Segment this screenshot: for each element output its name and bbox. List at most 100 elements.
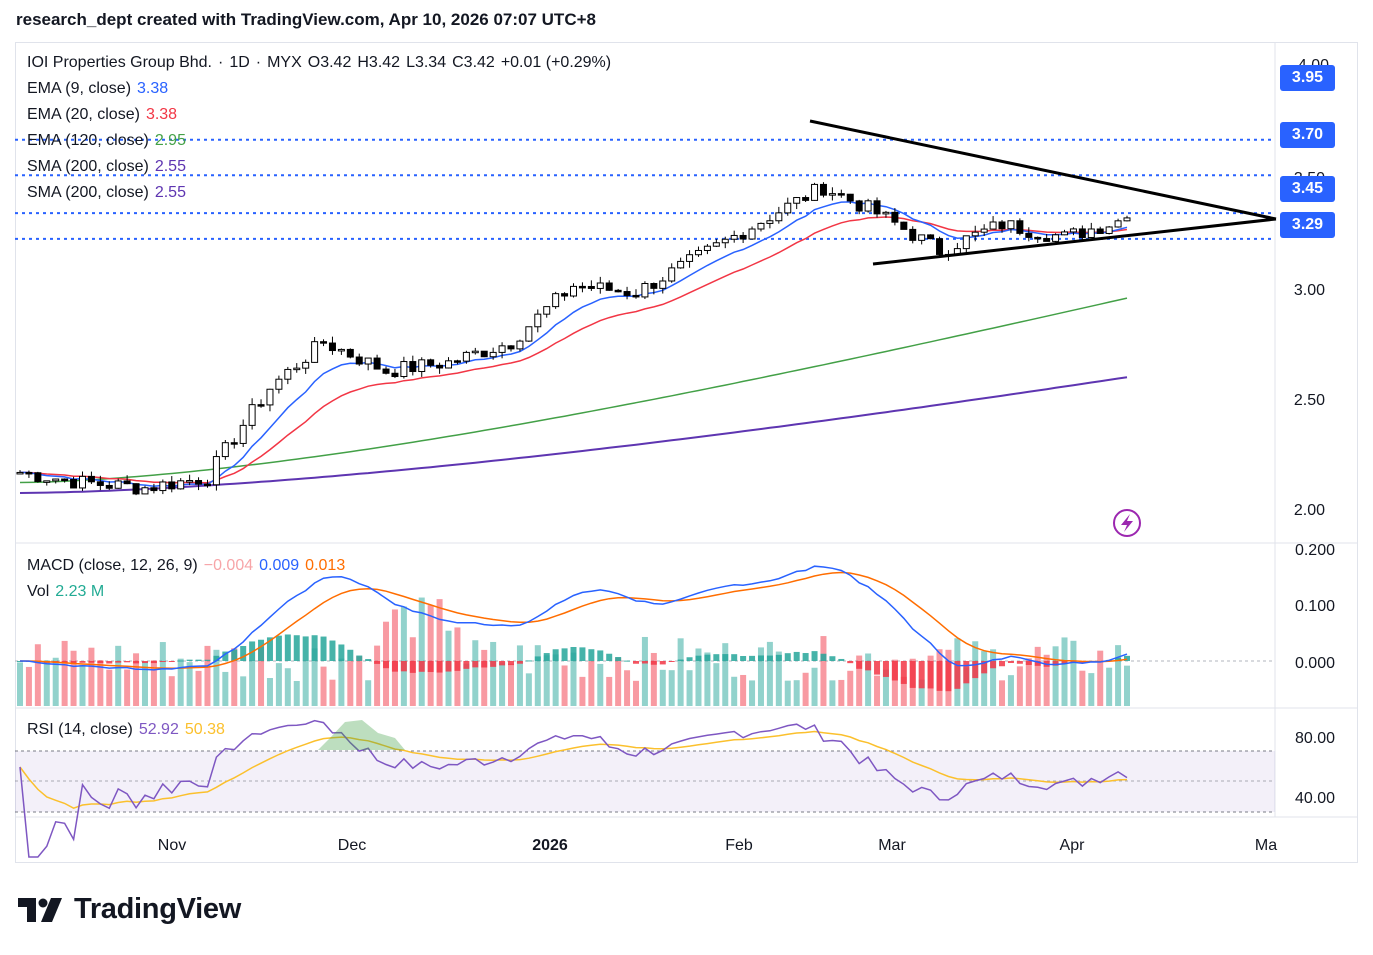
macd-histogram-bar xyxy=(1034,661,1041,666)
volume-bar xyxy=(918,679,925,706)
candle-body xyxy=(275,378,283,390)
candle-body xyxy=(1025,232,1033,238)
indicator-legend-sma200-2[interactable]: SMA (200, close) 2.55 xyxy=(27,184,192,202)
macd-histogram-bar xyxy=(1061,661,1068,665)
volume-bar xyxy=(829,680,836,706)
candle-body xyxy=(1069,228,1077,233)
indicator-legend-ema9[interactable]: EMA (9, close) 3.38 xyxy=(27,80,174,98)
candle-body xyxy=(855,200,863,212)
macd-histogram-bar xyxy=(320,636,327,661)
indicator-value: 2.55 xyxy=(154,184,186,201)
volume-bar xyxy=(865,653,872,706)
macd-signal-line xyxy=(20,571,1128,669)
ohlc-change: +0.01 (+0.29%) xyxy=(500,54,612,71)
candle-body xyxy=(43,480,51,483)
macd-histogram-bar xyxy=(258,639,265,661)
volume-bar xyxy=(159,642,166,706)
macd-histogram-bar xyxy=(61,661,68,663)
volume-bar xyxy=(704,652,711,706)
candle-body xyxy=(1034,236,1042,240)
volume-bar xyxy=(1007,675,1014,706)
volume-bar xyxy=(561,665,568,706)
macd-histogram-bar xyxy=(731,654,738,661)
candle-body xyxy=(980,228,988,233)
indicator-label: SMA (200, close) xyxy=(27,184,149,201)
candle-body xyxy=(141,487,149,495)
rsi-legend[interactable]: RSI (14, close) 52.92 50.38 xyxy=(27,721,231,739)
rsi-line xyxy=(19,719,1128,858)
candle-body xyxy=(891,211,899,223)
volume-bar xyxy=(25,666,32,706)
rsi-ma-line xyxy=(19,730,1128,810)
volume-bar xyxy=(1016,666,1023,706)
volume-bar xyxy=(463,663,470,706)
macd-histogram-bar xyxy=(981,661,988,674)
candle-body xyxy=(936,238,944,255)
volume-bar xyxy=(749,680,756,706)
macd-histogram-bar xyxy=(1016,661,1023,664)
candle-body xyxy=(730,234,738,240)
sma200-line xyxy=(19,376,1128,494)
macd-histogram-bar xyxy=(722,654,729,661)
tradingview-logo[interactable]: TradingView xyxy=(18,893,241,926)
macd-histogram-bar xyxy=(820,653,827,661)
tradingview-logo-icon xyxy=(18,897,62,922)
candle-body xyxy=(1105,226,1113,234)
candle-body xyxy=(712,242,720,247)
macd-histogram-bar xyxy=(999,661,1006,667)
macd-histogram-bar xyxy=(275,635,282,661)
candle-body xyxy=(150,487,158,492)
volume-bar xyxy=(686,670,693,706)
candle-body xyxy=(570,285,577,297)
macd-histogram-bar xyxy=(338,644,345,661)
candle-body xyxy=(605,282,613,291)
price-tick: 3.00 xyxy=(1294,282,1325,299)
ohlc-close: C3.42 xyxy=(452,54,495,71)
triangle-upper-trendline xyxy=(809,119,1277,221)
candle-body xyxy=(1114,220,1122,228)
candle-body xyxy=(668,267,676,282)
indicator-legend-sma200[interactable]: SMA (200, close) 2.55 xyxy=(27,158,192,176)
lightning-icon[interactable] xyxy=(1113,509,1141,537)
macd-legend[interactable]: MACD (close, 12, 26, 9) −0.004 0.009 0.013 xyxy=(27,557,351,575)
macd-histogram-bar xyxy=(79,661,86,663)
macd-signal-value: 0.013 xyxy=(305,557,346,574)
volume-bar xyxy=(588,660,595,706)
candle-body xyxy=(989,221,997,230)
macd-histogram-bar xyxy=(918,661,925,689)
indicator-legend-ema120[interactable]: EMA (120, close) 2.95 xyxy=(27,132,192,150)
candle-body xyxy=(543,306,551,315)
macd-histogram-bar xyxy=(231,649,238,661)
macd-histogram-bar xyxy=(972,661,979,679)
macd-histogram-bar xyxy=(847,661,854,664)
macd-histogram-bar xyxy=(525,660,532,662)
macd-histogram-bar xyxy=(365,659,372,661)
candle-body xyxy=(34,472,42,482)
macd-histogram-bar xyxy=(829,656,836,661)
macd-histogram-bar xyxy=(383,661,390,669)
macd-histogram-bar xyxy=(811,651,818,661)
candle-body xyxy=(159,481,167,492)
candle-body xyxy=(775,212,783,222)
volume-bar xyxy=(356,656,363,706)
volume-bar xyxy=(391,609,398,706)
volume-bar xyxy=(1079,670,1086,706)
macd-histogram-bar xyxy=(775,654,782,661)
volume-bar xyxy=(1025,658,1032,706)
volume-bar xyxy=(400,606,407,706)
candle-body xyxy=(1043,238,1051,242)
macd-histogram-bar xyxy=(757,655,764,661)
candle-body xyxy=(882,211,890,215)
volume-bar xyxy=(1088,673,1095,706)
candle-body xyxy=(400,361,408,378)
vol-legend[interactable]: Vol 2.23 M xyxy=(27,583,110,601)
candle-body xyxy=(1052,234,1060,242)
candle-body xyxy=(293,367,301,371)
macd-histogram-bar xyxy=(900,661,907,684)
macd-line xyxy=(19,565,1128,671)
indicator-legend-ema20[interactable]: EMA (20, close) 3.38 xyxy=(27,106,183,124)
horizontal-levels xyxy=(15,138,1275,240)
symbol-legend[interactable]: IOI Properties Group Bhd. · 1D · MYX O3.42 H3.… xyxy=(27,54,617,72)
volume-bar xyxy=(606,676,613,706)
volume-bar xyxy=(659,669,666,706)
